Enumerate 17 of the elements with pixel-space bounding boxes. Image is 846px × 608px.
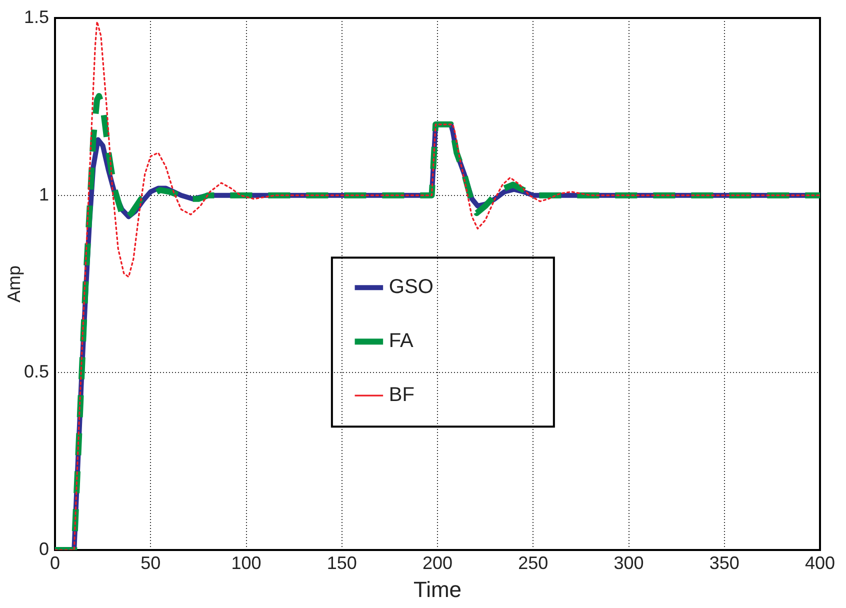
y-tick-label: 0.5: [24, 362, 49, 382]
x-tick-label: 350: [709, 552, 740, 573]
x-tick-label: 200: [422, 552, 453, 573]
legend-label: BF: [388, 384, 414, 406]
x-axis-title: Time: [413, 576, 462, 602]
x-tick-label: 150: [326, 552, 357, 573]
y-tick-label: 0: [38, 538, 49, 559]
y-tick-label: 1: [38, 184, 49, 204]
y-axis-title: Amp: [4, 265, 24, 303]
x-tick-label: 50: [140, 552, 161, 573]
x-tick-label: 300: [614, 552, 644, 573]
x-tick-label: 400: [804, 552, 836, 573]
legend-label: FA: [388, 330, 414, 352]
x-tick-label: 100: [231, 552, 262, 573]
x-tick-label: 250: [518, 552, 548, 573]
y-tick-label: 1.5: [24, 6, 49, 27]
legend-label: GSO: [388, 276, 434, 298]
